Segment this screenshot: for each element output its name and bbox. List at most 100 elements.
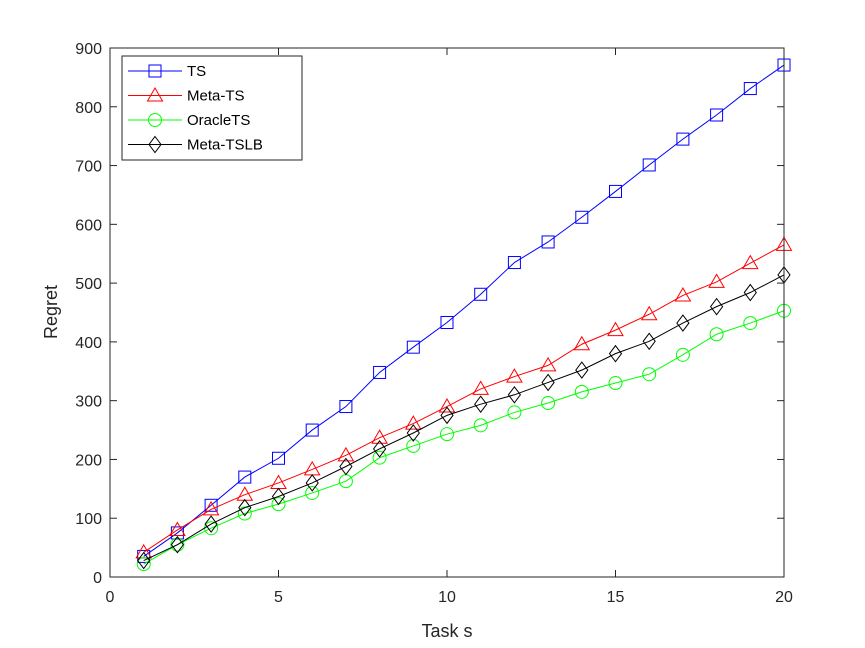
data-point-meta-ts bbox=[741, 254, 759, 270]
data-point-ts bbox=[238, 470, 252, 484]
data-point-meta-tslb bbox=[608, 344, 623, 363]
data-point-meta-tslb bbox=[305, 474, 319, 492]
y-tick-label: 800 bbox=[75, 100, 102, 117]
data-point-meta-tslb bbox=[642, 332, 656, 351]
data-point-meta-tslb bbox=[743, 283, 757, 302]
legend-label-oraclets: OracleTS bbox=[187, 112, 250, 129]
data-point-meta-tslb bbox=[709, 297, 724, 316]
data-point-oraclets bbox=[608, 376, 623, 391]
data-point-ts bbox=[137, 549, 151, 563]
y-tick-label: 200 bbox=[75, 452, 102, 469]
data-point-ts bbox=[440, 315, 454, 329]
data-point-ts bbox=[743, 82, 757, 96]
legend-marker-meta-tslb bbox=[148, 135, 162, 154]
data-point-meta-tslb bbox=[271, 487, 286, 506]
data-point-ts bbox=[642, 158, 656, 172]
data-point-meta-tslb bbox=[238, 498, 252, 517]
data-point-meta-tslb bbox=[676, 314, 690, 332]
data-point-ts bbox=[272, 451, 285, 465]
x-tick-label: 0 bbox=[106, 589, 115, 606]
legend-marker-ts bbox=[148, 64, 162, 78]
data-point-meta-ts bbox=[404, 415, 422, 430]
legend-entry-meta-tslb: Meta-TSLB bbox=[128, 135, 263, 154]
data-point-meta-ts bbox=[472, 380, 490, 395]
legend-box bbox=[121, 55, 303, 161]
data-point-oraclets bbox=[709, 327, 724, 342]
legend-marker-oraclets bbox=[148, 113, 162, 127]
data-point-ts bbox=[204, 498, 218, 512]
data-point-meta-ts bbox=[371, 429, 388, 444]
y-tick-label: 100 bbox=[75, 511, 102, 528]
data-point-meta-tslb bbox=[204, 515, 218, 533]
series-oraclets bbox=[136, 303, 791, 572]
y-tick-label: 900 bbox=[75, 41, 102, 58]
data-point-oraclets bbox=[440, 427, 454, 442]
series-layer bbox=[135, 58, 793, 572]
series-line-meta-tslb bbox=[143, 274, 785, 561]
data-point-meta-ts bbox=[202, 500, 220, 516]
data-point-oraclets bbox=[406, 438, 421, 453]
series-ts bbox=[137, 58, 791, 563]
data-point-oraclets bbox=[743, 316, 758, 331]
y-tick-label: 600 bbox=[75, 217, 102, 234]
legend-entry-meta-ts: Meta-TS bbox=[128, 86, 245, 105]
legend-label-meta-tslb: Meta-TSLB bbox=[187, 137, 263, 154]
y-axis-label: Regret bbox=[41, 285, 61, 339]
data-point-meta-ts bbox=[438, 398, 456, 413]
legend: TS Meta-TS OracleTS Meta-TSLB bbox=[121, 55, 303, 161]
x-tick-label: 10 bbox=[438, 589, 456, 606]
data-point-ts bbox=[373, 365, 387, 379]
data-point-meta-tslb bbox=[507, 385, 522, 404]
data-point-ts bbox=[710, 108, 724, 122]
data-point-ts bbox=[507, 256, 521, 270]
data-point-meta-tslb bbox=[170, 535, 185, 554]
data-point-ts bbox=[305, 423, 319, 437]
data-point-ts bbox=[676, 132, 690, 146]
x-tick-label: 5 bbox=[274, 589, 283, 606]
data-point-ts bbox=[474, 287, 488, 301]
data-point-meta-ts bbox=[337, 446, 355, 462]
data-point-oraclets bbox=[642, 367, 657, 382]
y-tick-label: 500 bbox=[75, 276, 102, 293]
data-point-oraclets bbox=[574, 384, 589, 399]
legend-entry-ts: TS bbox=[128, 63, 206, 80]
data-point-meta-ts bbox=[640, 305, 658, 321]
data-point-ts bbox=[541, 235, 555, 249]
data-point-ts bbox=[339, 400, 353, 414]
y-tick-label: 700 bbox=[75, 159, 102, 176]
data-point-meta-tslb bbox=[406, 424, 420, 442]
data-point-meta-tslb bbox=[575, 361, 589, 379]
data-point-ts bbox=[406, 340, 420, 354]
data-point-oraclets bbox=[237, 506, 252, 521]
data-point-meta-tslb bbox=[372, 440, 387, 458]
x-axis-label: Task s bbox=[421, 621, 472, 641]
data-point-meta-ts bbox=[708, 273, 725, 288]
data-point-meta-tslb bbox=[339, 457, 353, 476]
data-point-meta-ts bbox=[506, 368, 523, 383]
series-meta-ts bbox=[135, 236, 793, 559]
data-point-oraclets bbox=[541, 396, 556, 411]
data-point-meta-ts bbox=[169, 521, 186, 536]
series-meta-tslb bbox=[137, 266, 791, 570]
legend-marker-meta-ts bbox=[146, 86, 164, 102]
data-point-meta-tslb bbox=[137, 551, 151, 570]
data-point-oraclets bbox=[271, 497, 286, 512]
data-point-meta-tslb bbox=[474, 395, 488, 414]
legend-label-meta-ts: Meta-TS bbox=[187, 88, 245, 105]
legend-entry-oraclets: OracleTS bbox=[128, 112, 250, 129]
data-point-meta-tslb bbox=[440, 406, 454, 425]
y-tick-label: 400 bbox=[75, 335, 102, 352]
data-point-ts bbox=[575, 210, 589, 224]
data-point-meta-ts bbox=[573, 335, 591, 351]
data-point-oraclets bbox=[507, 405, 522, 420]
data-point-oraclets bbox=[136, 557, 151, 572]
data-point-meta-ts bbox=[539, 356, 557, 372]
data-point-oraclets bbox=[473, 418, 488, 433]
data-point-oraclets bbox=[305, 485, 320, 500]
data-point-oraclets bbox=[372, 450, 387, 465]
data-point-ts bbox=[609, 184, 622, 198]
legend-label-ts: TS bbox=[187, 63, 206, 80]
y-tick-label: 0 bbox=[93, 570, 102, 587]
x-tick-label: 15 bbox=[607, 589, 625, 606]
